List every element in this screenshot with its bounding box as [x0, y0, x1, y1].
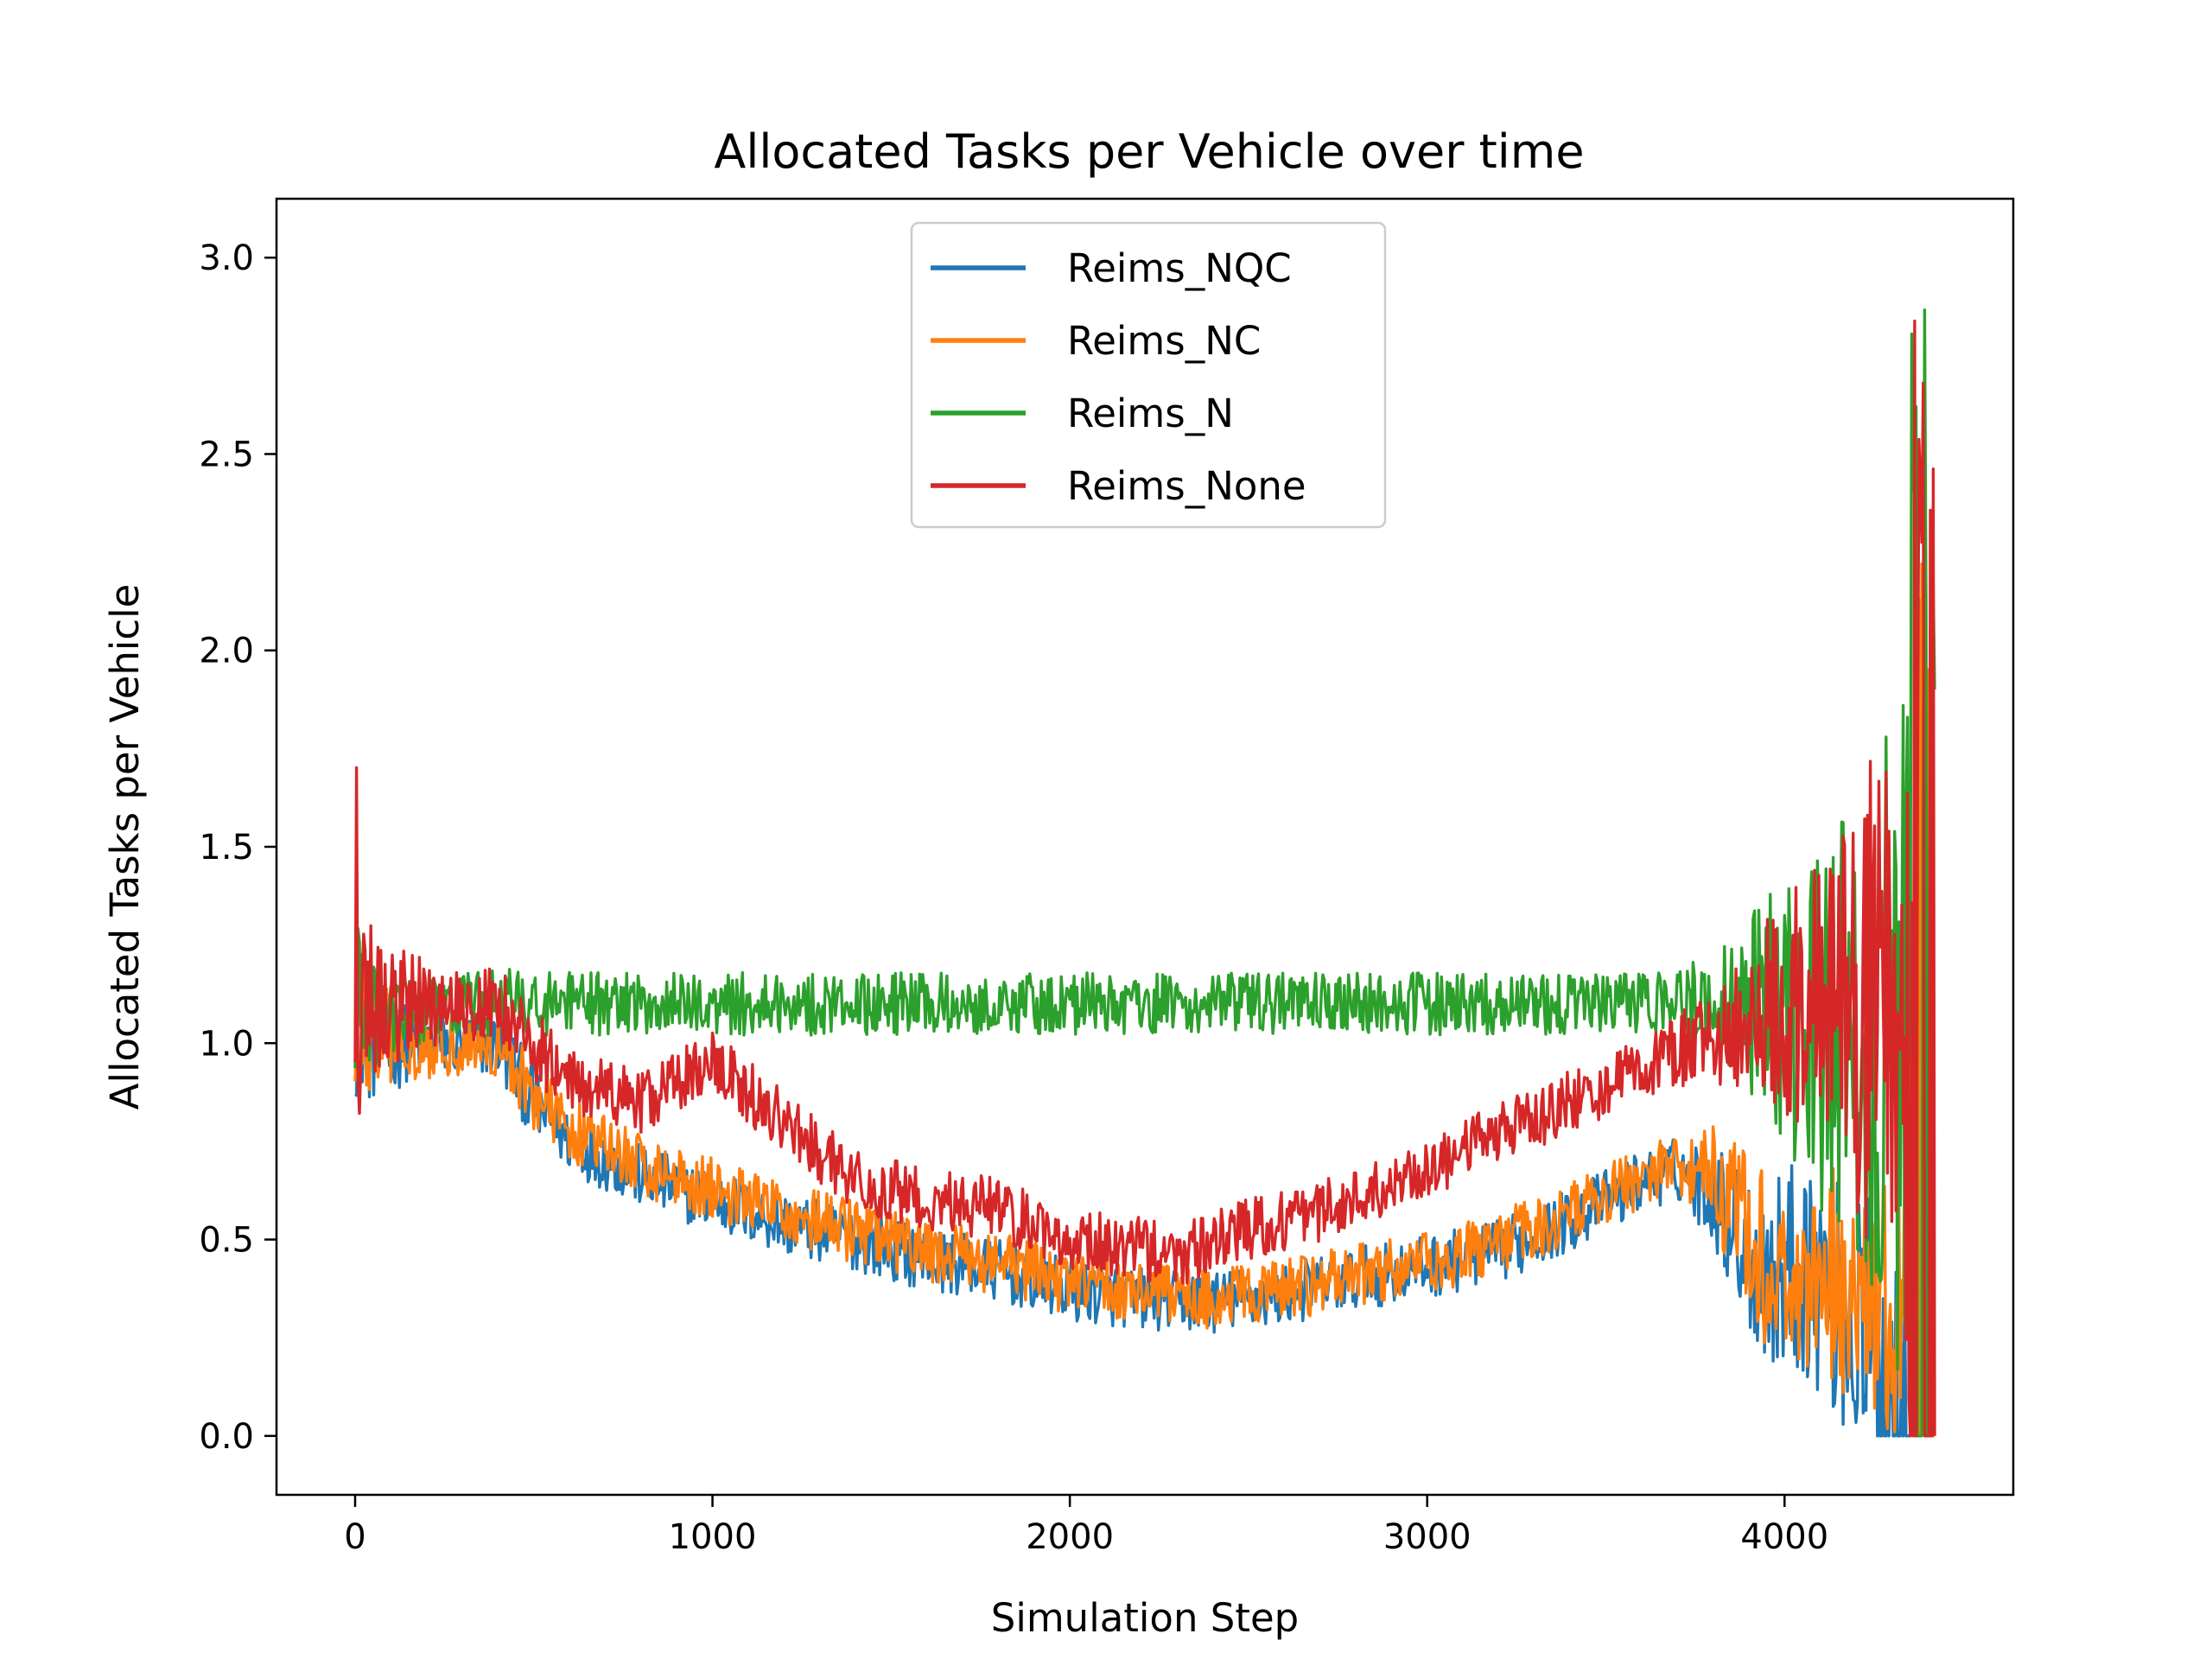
x-tick-label: 4000 — [1740, 1517, 1828, 1557]
legend-entry-label: Reims_NC — [1067, 318, 1261, 364]
series-line-reims-nc — [353, 562, 1936, 1438]
chart-title: Allocated Tasks per Vehicle over time — [714, 124, 1584, 179]
legend-box — [910, 221, 1387, 529]
y-axis: 0.0 0.5 1.0 1.5 2.0 2.5 3.0 — [199, 238, 276, 1457]
y-tick-label: 3.0 — [199, 238, 254, 278]
x-axis: 0 1000 2000 3000 4000 — [344, 1495, 1828, 1557]
y-tick-label: 0.5 — [199, 1221, 254, 1261]
legend: Reims_NQC Reims_NC Reims_N Reims_None — [910, 221, 1387, 529]
y-tick-label: 2.5 — [199, 435, 254, 474]
legend-entry-label: Reims_N — [1067, 391, 1234, 436]
x-tick-label: 0 — [344, 1517, 365, 1557]
y-axis-label: Allocated Tasks per Vehicle — [102, 584, 148, 1110]
y-tick-label: 1.0 — [199, 1024, 254, 1064]
legend-entry-label: Reims_NQC — [1067, 245, 1292, 291]
series-layer — [353, 308, 1936, 1438]
y-tick-label: 2.0 — [199, 632, 254, 671]
x-tick-label: 2000 — [1026, 1517, 1114, 1557]
x-axis-label: Simulation Step — [991, 1595, 1299, 1641]
y-tick-label: 1.5 — [199, 828, 254, 868]
series-line-reims-n — [353, 308, 1936, 1438]
y-tick-label: 0.0 — [199, 1417, 254, 1457]
legend-entry-label: Reims_None — [1067, 463, 1306, 509]
x-tick-label: 1000 — [669, 1517, 757, 1557]
x-tick-label: 3000 — [1383, 1517, 1471, 1557]
series-line-reims-none — [353, 319, 1936, 1438]
